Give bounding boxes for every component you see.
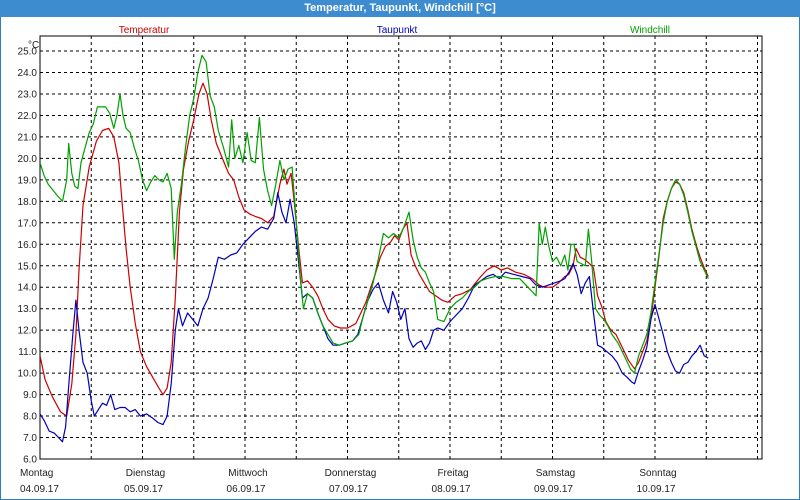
y-tick-label: 17.0 xyxy=(18,218,38,229)
x-day-label: Samstag xyxy=(536,468,575,479)
y-tick-label: 19.0 xyxy=(18,175,38,186)
y-axis-unit: °C xyxy=(28,40,39,51)
series-line-windchill xyxy=(40,54,709,374)
y-tick-label: 11.0 xyxy=(18,347,37,358)
y-tick-label: 7.0 xyxy=(23,433,37,444)
x-day-label: Dienstag xyxy=(126,468,165,479)
x-day-label: Freitag xyxy=(437,468,468,479)
legend-windchill: Windchill xyxy=(630,25,670,36)
x-date-label: 09.09.17 xyxy=(534,484,573,495)
y-tick-label: 18.0 xyxy=(18,197,38,208)
x-date-label: 05.09.17 xyxy=(124,484,163,495)
x-date-label: 08.09.17 xyxy=(432,484,471,495)
y-tick-label: 13.0 xyxy=(18,304,38,315)
y-tick-label: 24.0 xyxy=(18,68,38,79)
y-tick-label: 15.0 xyxy=(18,261,38,272)
series-line-temperatur xyxy=(40,82,709,417)
y-tick-label: 16.0 xyxy=(18,240,38,251)
y-tick-label: 8.0 xyxy=(23,412,37,423)
y-tick-label: 21.0 xyxy=(18,132,38,143)
y-tick-label: 22.0 xyxy=(18,111,38,122)
y-tick-label: 6.0 xyxy=(23,455,37,466)
y-tick-label: 25.0 xyxy=(18,47,38,58)
x-day-label: Donnerstag xyxy=(325,468,377,479)
x-date-label: 10.09.17 xyxy=(637,484,676,495)
x-day-label: Montag xyxy=(20,468,53,479)
x-date-label: 04.09.17 xyxy=(20,484,59,495)
plot-border xyxy=(39,35,763,460)
y-tick-label: 23.0 xyxy=(18,89,38,100)
x-day-label: Sonntag xyxy=(639,468,676,479)
legend-temperatur: Temperatur xyxy=(119,25,170,36)
y-tick-label: 10.0 xyxy=(18,369,38,380)
chart-title: Temperatur, Taupunkt, Windchill [°C] xyxy=(0,0,800,17)
y-tick-label: 20.0 xyxy=(18,154,38,165)
x-day-label: Mittwoch xyxy=(228,468,267,479)
series-line-taupunkt xyxy=(40,192,709,443)
x-date-label: 06.09.17 xyxy=(227,484,266,495)
legend-taupunkt: Taupunkt xyxy=(377,25,418,36)
y-tick-label: 12.0 xyxy=(18,326,38,337)
y-tick-label: 14.0 xyxy=(18,283,38,294)
y-tick-label: 9.0 xyxy=(23,390,37,401)
x-date-label: 07.09.17 xyxy=(329,484,368,495)
